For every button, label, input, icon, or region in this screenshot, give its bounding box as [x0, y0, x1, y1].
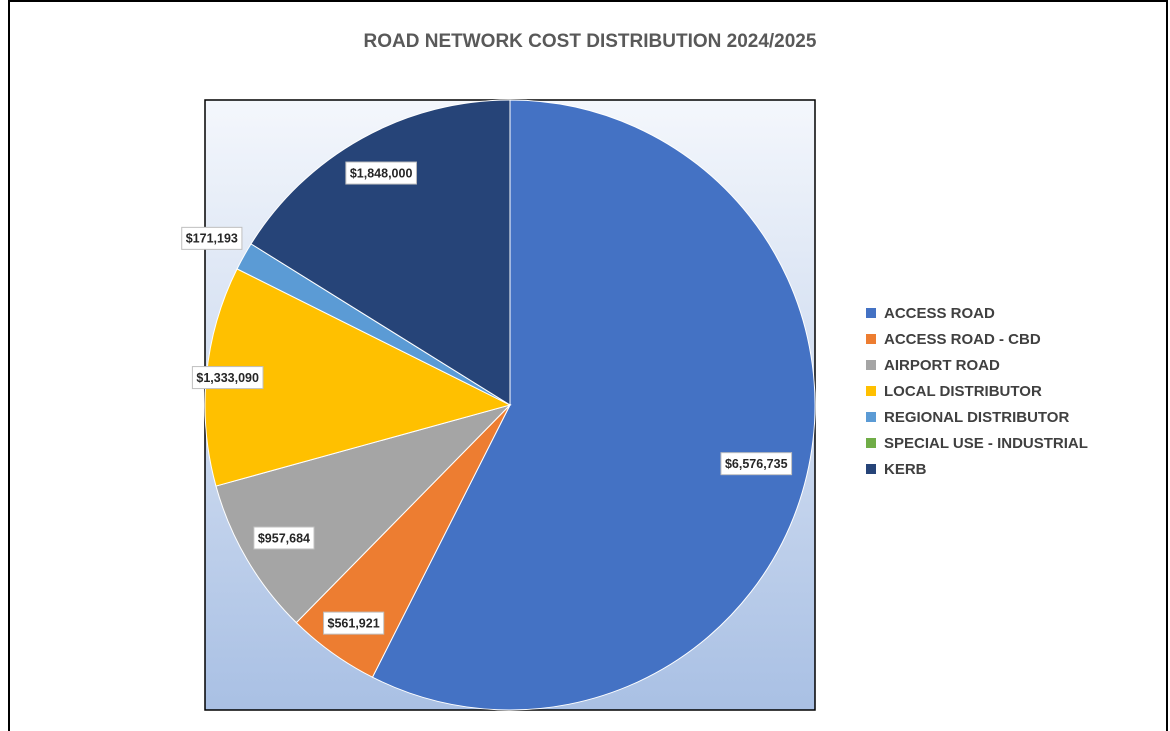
- data-label-text: $6,576,735: [725, 457, 788, 471]
- legend-label: REGIONAL DISTRIBUTOR: [884, 409, 1069, 426]
- chart-border: [8, 0, 1168, 731]
- legend-label: AIRPORT ROAD: [884, 357, 1000, 374]
- legend-swatch: [866, 438, 876, 448]
- data-label: $171,193: [181, 226, 243, 250]
- legend-label: KERB: [884, 461, 927, 478]
- data-label-box: [323, 611, 385, 635]
- data-label-text: $1,333,090: [196, 371, 259, 385]
- data-label-box: [345, 161, 417, 185]
- legend-label: SPECIAL USE - INDUSTRIAL: [884, 435, 1088, 452]
- legend-swatch: [866, 334, 876, 344]
- data-label-text: $561,921: [328, 616, 380, 630]
- data-label-box: [253, 526, 315, 550]
- legend-swatch: [866, 360, 876, 370]
- pie-slice: [215, 404, 512, 624]
- data-label: $561,921: [323, 611, 385, 635]
- pie-slice: [371, 99, 816, 711]
- data-label: $1,848,000: [345, 161, 417, 185]
- data-label-box: [181, 226, 243, 250]
- legend-swatch: [866, 464, 876, 474]
- legend-label: LOCAL DISTRIBUTOR: [884, 383, 1042, 400]
- data-label-text: $171,193: [186, 232, 238, 246]
- legend-label: ACCESS ROAD - CBD: [884, 331, 1041, 348]
- legend-swatch: [866, 308, 876, 318]
- legend-swatch: [866, 386, 876, 396]
- chart-title: ROAD NETWORK COST DISTRIBUTION 2024/2025: [364, 31, 817, 52]
- legend-label: ACCESS ROAD: [884, 305, 995, 322]
- data-label-text: $1,848,000: [350, 166, 413, 180]
- data-label-text: $957,684: [258, 531, 310, 545]
- pie-slice: [250, 99, 511, 406]
- data-label: $957,684: [253, 526, 315, 550]
- legend-swatch: [866, 412, 876, 422]
- data-label-box: [191, 366, 264, 390]
- data-label: $1,333,090: [191, 366, 264, 390]
- data-label-box: [720, 452, 793, 476]
- data-label: $6,576,735: [720, 452, 793, 476]
